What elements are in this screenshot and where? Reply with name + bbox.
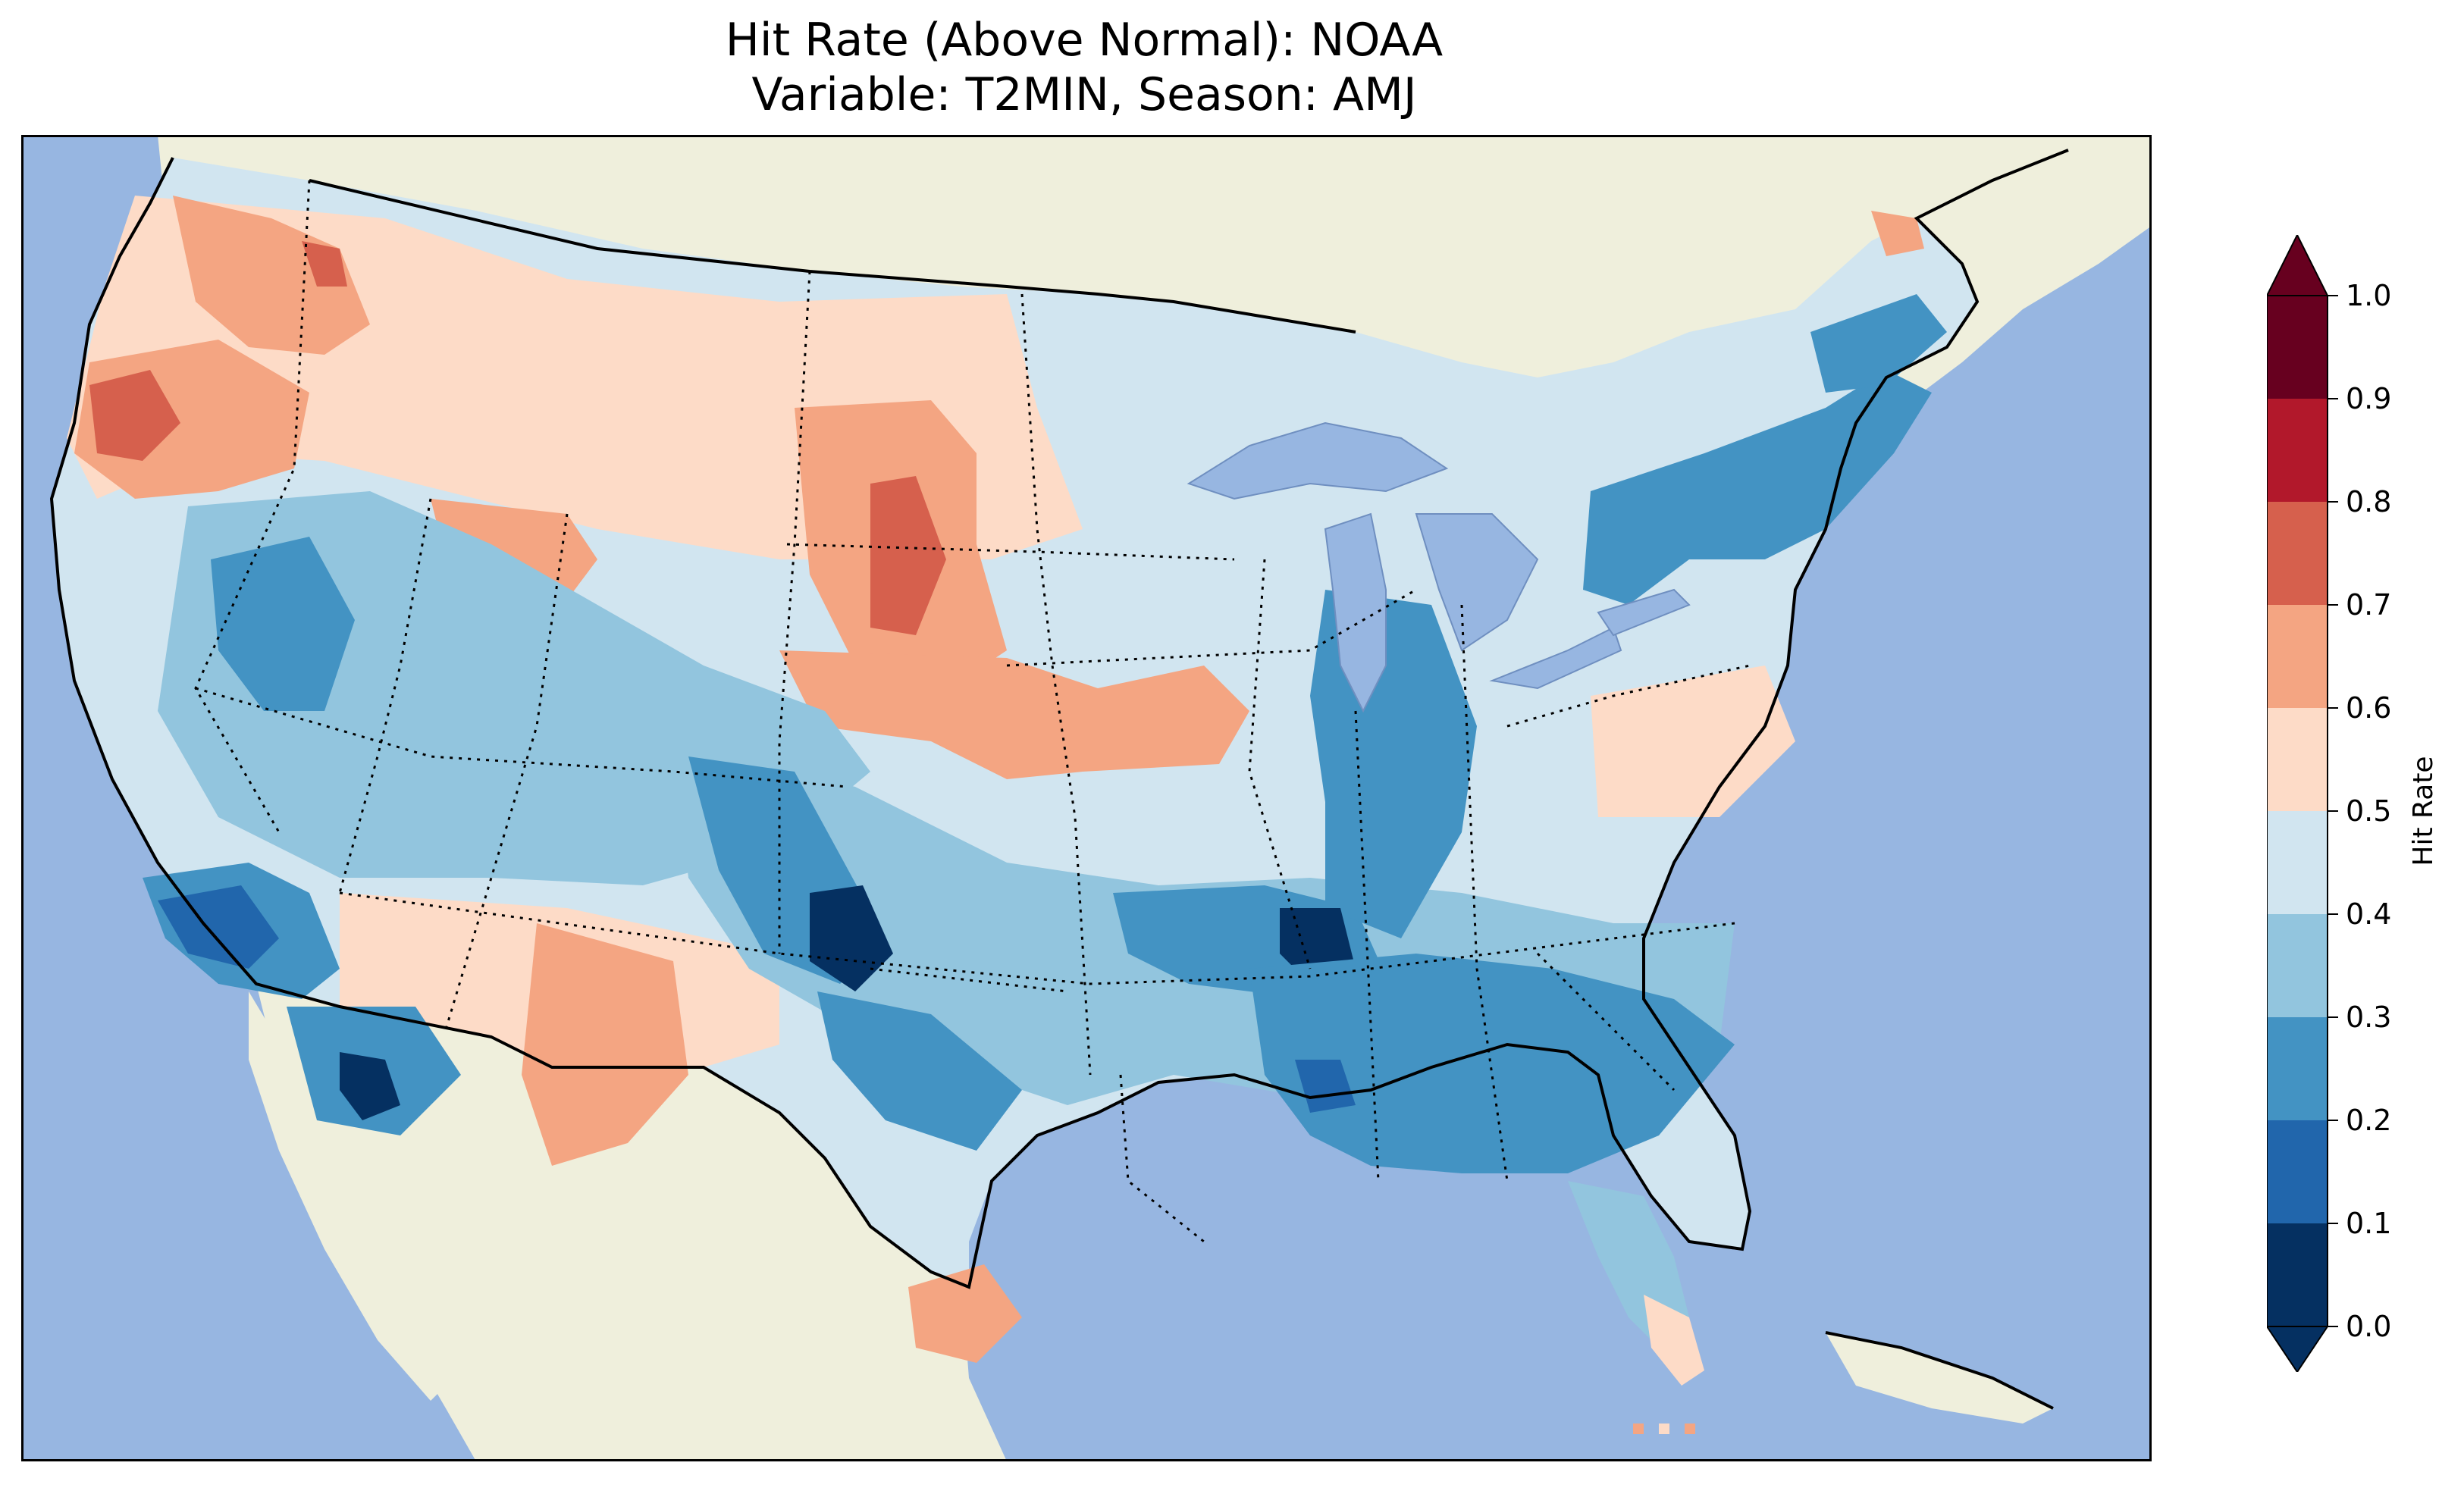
texas-high: [908, 1264, 1022, 1363]
northeast-high: [1591, 666, 1795, 817]
colorbar-label: Hit Rate: [2408, 756, 2439, 866]
washington-high: [173, 196, 370, 355]
colorbar-bin-5: [2267, 708, 2328, 811]
lake-superior: [1187, 421, 1449, 500]
colorbar-bin-1: [2267, 1120, 2328, 1223]
colorbar-tick-label: 0.2: [2346, 1104, 2391, 1137]
colorbar-tick-label: 0.7: [2346, 588, 2391, 622]
nevada-mid: [211, 537, 355, 711]
colorbar-tick-label: 0.1: [2346, 1207, 2391, 1240]
colorbar-bin-8: [2267, 399, 2328, 502]
northeast-low: [1583, 370, 1932, 605]
colorbar-tick-label: 1.0: [2346, 279, 2391, 312]
maine-high: [1871, 211, 1924, 256]
colorbar-bin-3: [2267, 914, 2328, 1017]
southeast-low: [1249, 954, 1735, 1173]
state-borders: [194, 180, 1751, 1243]
texas-low: [817, 991, 1022, 1151]
lake-huron: [1415, 513, 1539, 652]
conus-hit-rate-field: [52, 158, 1977, 1434]
colorbar-over-triangle: [2267, 235, 2329, 296]
colorbar-bin-0: [2267, 1223, 2328, 1326]
colorbar-tick-label: 0.3: [2346, 1001, 2391, 1034]
keys-cell-3: [1685, 1424, 1695, 1434]
nebraska-iowa-high: [779, 650, 1249, 779]
colorbar-tick-label: 0.9: [2346, 382, 2391, 415]
colorbar-ticks: 0.0 0.1 0.2 0.3 0.4 0.5 0.6 0.7 0.8 0.9 1.0: [2328, 279, 2391, 1343]
mississippi-core: [1295, 1060, 1356, 1113]
colorbar: 0.0 0.1 0.2 0.3 0.4 0.5 0.6 0.7 0.8 0.9 1.0 Hit Ra…: [2267, 235, 2439, 1372]
map-frame: [21, 135, 2152, 1461]
colorbar-bin-9: [2267, 296, 2328, 399]
baja-peninsula: [249, 991, 453, 1401]
colorbar-tick-label: 0.4: [2346, 897, 2391, 931]
lake-erie: [1489, 626, 1622, 690]
colorbar-tick-label: 0.5: [2346, 794, 2391, 828]
colorbar-under-triangle: [2267, 1326, 2329, 1372]
new-england-low: [1810, 294, 1947, 393]
cuba-land: [1826, 1333, 2053, 1424]
mexico-land: [256, 984, 1007, 1461]
colorbar-bin-6: [2267, 605, 2328, 708]
great-lakes: [1187, 421, 1691, 713]
oregon-core: [89, 370, 180, 461]
lake-ontario: [1597, 588, 1691, 637]
colorbar-bins: [2267, 296, 2328, 1326]
colorbar-bin-2: [2267, 1017, 2328, 1120]
coastlines-and-country-borders: [49, 149, 2069, 1410]
california-core: [158, 885, 279, 969]
keys-cell-2: [1659, 1424, 1669, 1434]
chart-title-line2: Variable: T2MIN, Season: AMJ: [751, 68, 1417, 121]
colorbar-tick-label: 0.8: [2346, 485, 2391, 518]
colorbar-bin-4: [2267, 811, 2328, 914]
us-hit-rate-map: [21, 135, 2152, 1461]
dakotas-core: [870, 476, 946, 635]
socal-core: [340, 1052, 400, 1120]
arizona-nm-high: [522, 923, 688, 1166]
florida-south-high: [1644, 1295, 1704, 1386]
washington-core: [302, 241, 347, 287]
keys-cell-1: [1633, 1424, 1644, 1434]
colorbar-tick-label: 0.0: [2346, 1310, 2391, 1343]
chart-title-line1: Hit Rate (Above Normal): NOAA: [725, 14, 1444, 67]
colorbar-bin-7: [2267, 502, 2328, 605]
lake-michigan: [1324, 512, 1387, 713]
colorbar-tick-label: 0.6: [2346, 691, 2391, 725]
oklahoma-core: [810, 885, 893, 991]
